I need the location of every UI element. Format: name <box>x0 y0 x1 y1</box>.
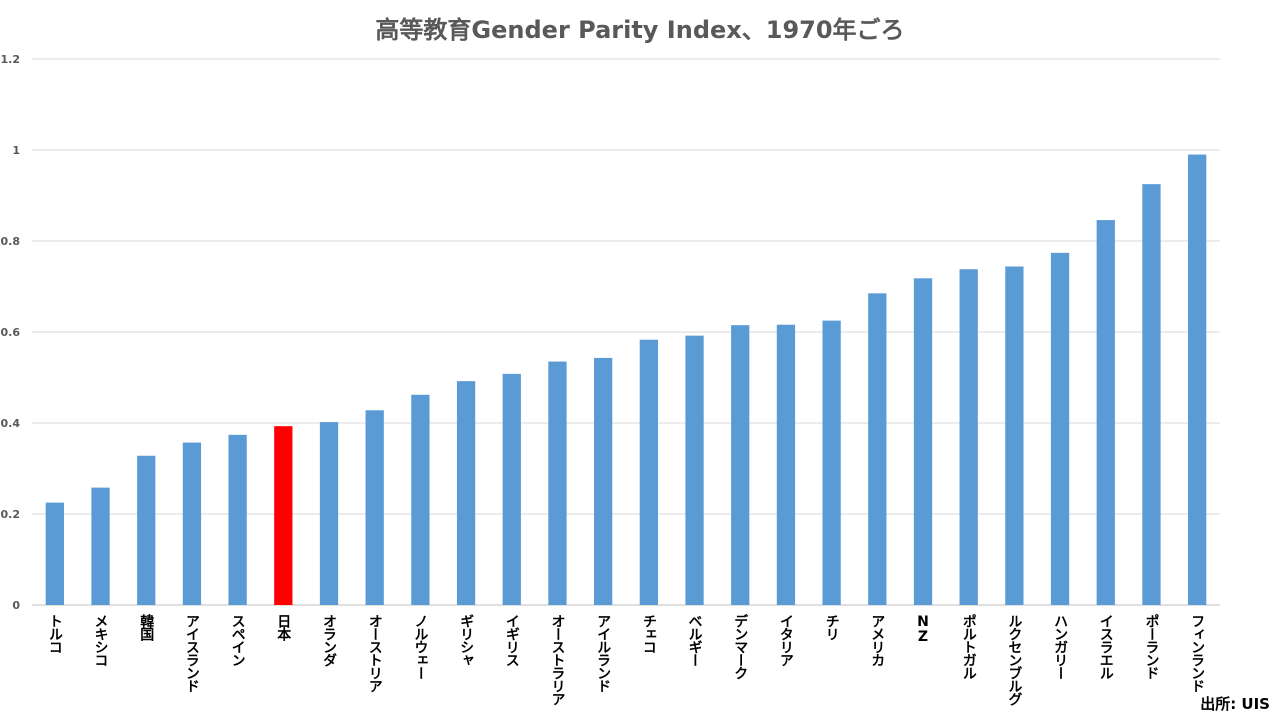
bar-14 <box>685 335 704 605</box>
x-tick-label: ルクセンブルグ <box>1006 614 1022 706</box>
x-tick-label: アイルランド <box>595 614 611 693</box>
bar-25 <box>1188 154 1207 606</box>
x-tick-label: イギリス <box>504 614 520 667</box>
x-tick-label: メキシコ <box>93 614 109 667</box>
bar-12 <box>594 357 613 605</box>
x-tick-label: トルコ <box>47 614 63 654</box>
y-tick-label: 1.2 <box>1 53 21 66</box>
bars <box>45 154 1207 606</box>
bar-18 <box>868 293 887 605</box>
bar-0 <box>45 502 64 605</box>
bar-21 <box>1005 266 1024 605</box>
x-axis-tick-labels: トルコ メキシコ 韓国 アイスランド スペイン 日本 オランダ オーストリア ノルウェー ギリシャ… <box>47 613 1205 706</box>
x-tick-label: ノルウェー <box>412 614 428 679</box>
bar-1 <box>91 487 110 605</box>
x-tick-label: NZ <box>915 614 931 644</box>
bar-8 <box>411 394 430 605</box>
bar-10 <box>502 373 521 605</box>
x-tick-label: 日本 <box>275 614 291 642</box>
bar-7 <box>365 410 384 605</box>
x-tick-label: ハンガリー <box>1052 614 1068 679</box>
bar-3 <box>182 442 202 605</box>
bar-13 <box>639 339 658 605</box>
x-tick-label: オランダ <box>321 614 337 667</box>
x-tick-label: デンマーク <box>732 613 748 680</box>
x-tick-label: イタリア <box>778 614 794 667</box>
y-tick-label: 1 <box>12 144 20 157</box>
bar-2 <box>137 455 156 605</box>
y-tick-label: 0.2 <box>1 508 21 521</box>
bar-16 <box>776 324 796 605</box>
bar-11 <box>548 361 567 605</box>
x-tick-label: チェコ <box>641 614 657 654</box>
bar-9 <box>456 381 476 605</box>
chart-title: 高等教育Gender Parity Index、1970年ごろ <box>375 16 905 44</box>
gridlines <box>32 58 1220 606</box>
bar-6 <box>319 422 339 605</box>
y-tick-label: 0.4 <box>1 417 21 430</box>
x-tick-label: ギリシャ <box>458 614 474 666</box>
bar-23 <box>1096 220 1115 605</box>
y-axis-tick-labels: 0 0.2 0.4 0.6 0.8 1 1.2 <box>1 53 21 612</box>
x-tick-label: 韓国 <box>138 613 154 642</box>
bar-24 <box>1142 184 1161 605</box>
x-tick-label: ポーランド <box>1143 614 1159 680</box>
x-tick-label: オーストラリア <box>549 614 565 706</box>
x-tick-label: スペイン <box>230 614 246 666</box>
x-tick-label: チリ <box>824 614 840 641</box>
x-tick-label: オーストリア <box>367 614 383 693</box>
bar-4 <box>228 434 247 605</box>
bar-19 <box>913 278 933 605</box>
source-note: 出所: UIS <box>1200 695 1270 713</box>
x-tick-label: フィンランド <box>1189 614 1205 693</box>
y-tick-label: 0.8 <box>1 235 21 248</box>
y-tick-label: 0.6 <box>1 326 21 339</box>
bar-15 <box>731 325 750 605</box>
x-tick-label: アイスランド <box>184 614 200 693</box>
y-tick-label: 0 <box>12 599 20 612</box>
x-tick-label: アメリカ <box>869 614 885 667</box>
x-tick-label: ベルギー <box>687 614 703 666</box>
x-tick-label: イスラエル <box>1098 614 1114 679</box>
bar-20 <box>959 269 978 605</box>
bar-5 <box>274 426 293 605</box>
x-tick-label: ポルトガル <box>961 614 977 679</box>
bar-22 <box>1050 252 1070 605</box>
bar-17 <box>822 320 841 605</box>
